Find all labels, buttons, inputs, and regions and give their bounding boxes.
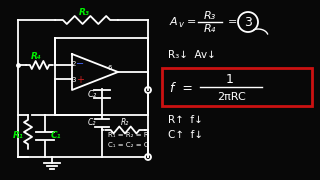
- Text: R₃↓  Av↓: R₃↓ Av↓: [168, 50, 216, 60]
- Text: C↑  f↓: C↑ f↓: [168, 130, 203, 140]
- Text: R₁ = R₂ = R: R₁ = R₂ = R: [108, 132, 148, 138]
- Text: R₃: R₃: [79, 8, 90, 17]
- Text: A: A: [170, 17, 178, 27]
- Text: +: +: [76, 75, 84, 85]
- Bar: [162, 68, 312, 106]
- Text: 1: 1: [226, 73, 234, 86]
- Text: =: =: [228, 17, 237, 27]
- Text: C₁: C₁: [51, 132, 61, 141]
- Text: 2: 2: [72, 61, 76, 67]
- Text: v: v: [178, 19, 183, 28]
- Text: C₂: C₂: [88, 118, 96, 127]
- Text: 2πRC: 2πRC: [218, 92, 246, 102]
- Text: R₄: R₄: [204, 24, 216, 34]
- Text: f  =: f =: [170, 82, 193, 94]
- Text: −: −: [76, 59, 84, 69]
- Text: R₂: R₂: [121, 118, 129, 127]
- Text: C₁ = C₂ = C: C₁ = C₂ = C: [108, 142, 148, 148]
- Text: R↑  f↓: R↑ f↓: [168, 115, 203, 125]
- Text: R₄: R₄: [31, 51, 42, 60]
- Text: C₂: C₂: [87, 89, 97, 98]
- Text: R₃: R₃: [204, 11, 216, 21]
- Text: 3: 3: [244, 15, 252, 28]
- Text: 3: 3: [72, 77, 76, 83]
- Text: =: =: [187, 17, 196, 27]
- Text: 6: 6: [108, 65, 112, 71]
- Text: R₁: R₁: [12, 132, 23, 141]
